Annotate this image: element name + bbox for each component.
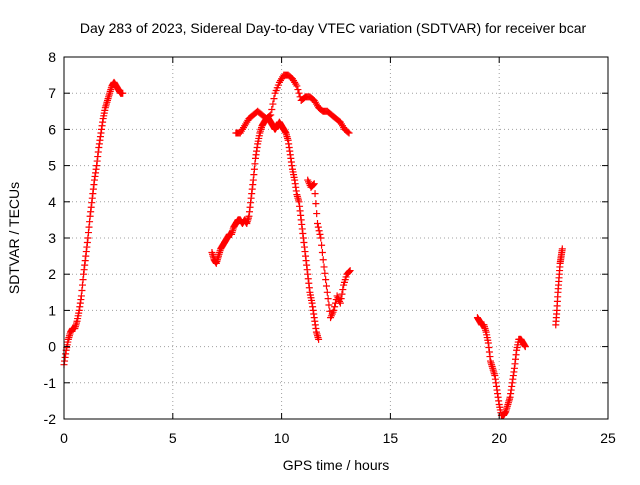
x-tick-label: 25	[600, 430, 616, 446]
data-point	[345, 129, 353, 137]
series-arc-1	[60, 78, 127, 369]
data-point	[319, 256, 327, 264]
data-point	[270, 95, 278, 103]
data-point	[323, 288, 331, 296]
y-tick-label: 6	[48, 121, 56, 137]
data-point	[321, 269, 329, 277]
data-point	[521, 343, 529, 351]
data-marks	[60, 71, 566, 419]
data-point	[294, 86, 302, 94]
data-point	[266, 112, 274, 120]
x-tick-label: 20	[491, 430, 507, 446]
y-tick-label: 8	[48, 49, 56, 65]
y-tick-label: 1	[48, 302, 56, 318]
x-axis-label: GPS time / hours	[283, 457, 390, 473]
data-point	[345, 267, 353, 275]
data-point	[309, 181, 317, 189]
data-point	[268, 105, 276, 113]
y-tick-label: -2	[44, 411, 57, 427]
data-point	[330, 306, 338, 314]
data-point	[316, 230, 324, 238]
data-point	[310, 180, 318, 188]
series-arc-5	[473, 314, 529, 419]
data-point	[312, 200, 320, 208]
data-point	[338, 290, 346, 298]
y-tick-label: 5	[48, 158, 56, 174]
data-point	[318, 241, 326, 249]
data-point	[311, 190, 319, 198]
data-point	[315, 227, 323, 235]
x-tick-label: 0	[60, 430, 68, 446]
y-tick-label: -1	[44, 375, 57, 391]
y-tick-label: 2	[48, 266, 56, 282]
data-point	[267, 111, 275, 119]
y-axis-label: SDTVAR / TECUs	[6, 182, 22, 294]
data-point	[336, 299, 344, 307]
data-point	[314, 223, 322, 231]
y-tick-label: 0	[48, 339, 56, 355]
x-tick-label: 10	[274, 430, 290, 446]
data-point	[315, 335, 323, 343]
y-tick-label: 7	[48, 85, 56, 101]
data-point	[314, 220, 322, 228]
data-point	[318, 248, 326, 256]
data-point	[295, 89, 303, 97]
axis-ticks: 0 5 10 15 20 25 -2 -1 0 1 2 3 4 5 6 7 8	[44, 49, 616, 446]
data-point	[337, 295, 345, 303]
data-point	[324, 295, 332, 303]
data-point	[344, 128, 352, 136]
series-arc-2	[208, 115, 323, 343]
data-point	[331, 303, 339, 311]
data-point	[558, 245, 566, 253]
chart-title: Day 283 of 2023, Sidereal Day-to-day VTE…	[80, 20, 587, 36]
x-tick-label: 15	[383, 430, 399, 446]
data-point	[322, 282, 330, 290]
data-point	[320, 263, 328, 271]
x-tick-label: 5	[169, 430, 177, 446]
data-point	[325, 301, 333, 309]
y-tick-label: 4	[48, 194, 56, 210]
data-point	[313, 210, 321, 218]
data-point	[293, 82, 301, 90]
data-point	[317, 234, 325, 242]
series-arc-4	[304, 176, 354, 322]
y-tick-label: 3	[48, 230, 56, 246]
data-point	[269, 100, 277, 108]
series-arc-3	[232, 71, 353, 137]
grid	[64, 57, 608, 419]
series-arc-6	[552, 245, 566, 329]
data-point	[322, 276, 330, 284]
data-point	[119, 89, 127, 97]
data-point	[346, 267, 354, 275]
data-point	[339, 286, 347, 294]
